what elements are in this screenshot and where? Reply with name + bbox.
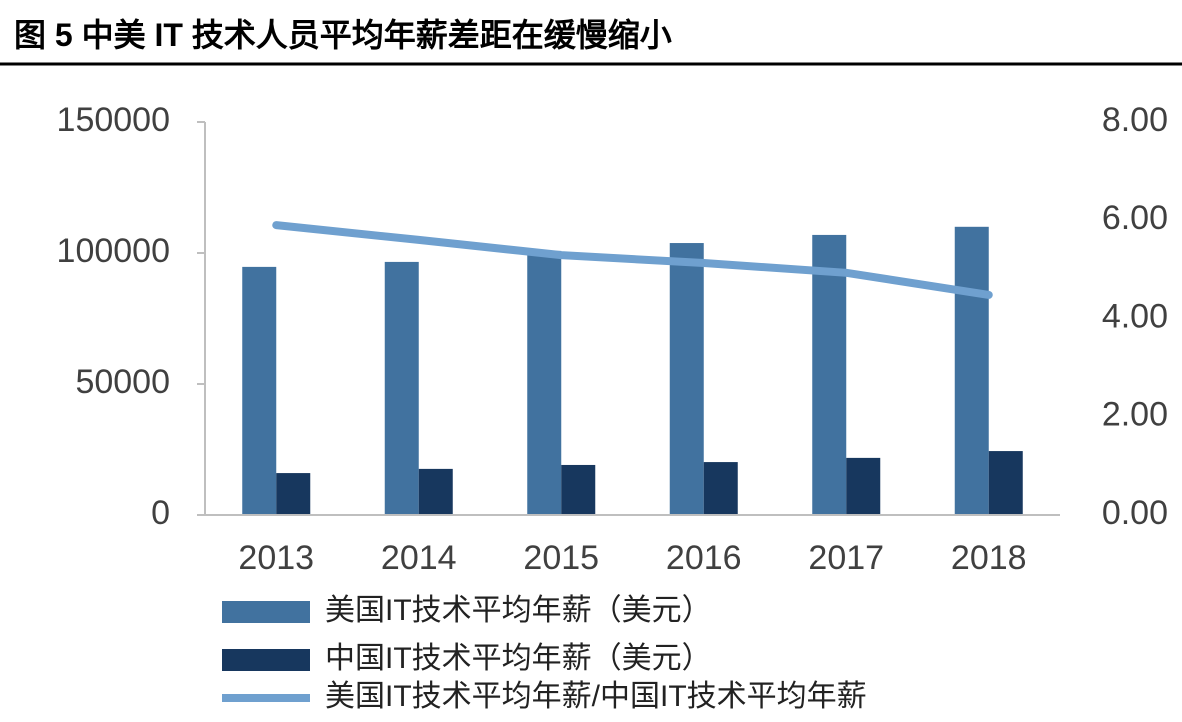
bar [703, 462, 738, 515]
bar [669, 243, 704, 515]
bar [242, 266, 277, 515]
bar [954, 226, 989, 516]
y-tick-label: 100000 [57, 232, 170, 270]
y2-tick-label: 2.00 [1102, 396, 1168, 434]
x-tick-label: 2015 [523, 539, 599, 577]
bar [846, 457, 881, 515]
y2-tick-label: 8.00 [1102, 101, 1168, 139]
y-tick-label: 0 [151, 494, 170, 532]
y2-tick-label: 0.00 [1102, 494, 1168, 532]
bar [276, 473, 311, 515]
x-tick-label: 2013 [238, 539, 314, 577]
bar [988, 451, 1023, 515]
bar [384, 261, 419, 515]
bar [812, 234, 847, 515]
legend-label: 美国IT技术平均年薪（美元） [325, 594, 712, 627]
legend-swatch [222, 601, 310, 623]
x-tick-label: 2018 [951, 539, 1027, 577]
line [272, 221, 993, 299]
bar [561, 464, 596, 515]
legend-swatch [222, 649, 310, 671]
x-tick-label: 2014 [381, 539, 457, 577]
chart-title: 图 5 中美 IT 技术人员平均年薪差距在缓慢缩小 [14, 17, 672, 53]
y2-tick-label: 4.00 [1102, 297, 1168, 335]
x-tick-label: 2017 [808, 539, 884, 577]
bar [418, 468, 453, 515]
y2-tick-label: 6.00 [1102, 199, 1168, 237]
y-tick-label: 150000 [57, 101, 170, 139]
legend-label: 中国IT技术平均年薪（美元） [325, 642, 712, 675]
bar [527, 250, 562, 516]
legend-label: 美国IT技术平均年薪/中国IT技术平均年薪 [325, 680, 867, 713]
y-tick-label: 50000 [75, 363, 170, 401]
x-tick-label: 2016 [666, 539, 742, 577]
